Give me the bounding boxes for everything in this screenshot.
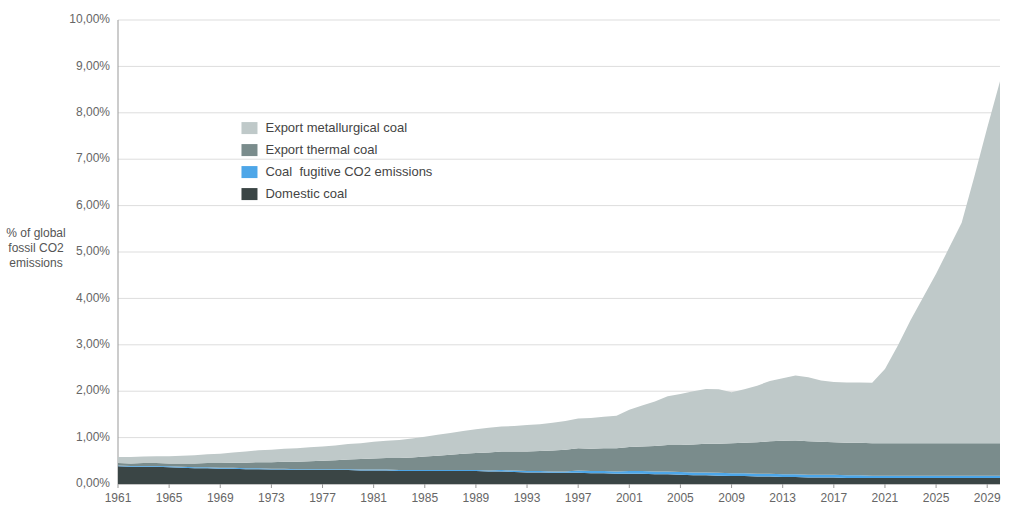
grid (118, 20, 1000, 484)
y-tick-label: 9,00% (76, 59, 110, 73)
x-tick (322, 484, 323, 488)
chart-svg: 0,00% 1,00% 2,00% 3,00% 4,00% 5,00% 6,00% 7,00%… (0, 0, 1024, 522)
legend-swatch (241, 122, 257, 134)
grid-line (118, 66, 1000, 67)
x-tick (936, 484, 937, 488)
axes: 0,00% 1,00% 2,00% 3,00% 4,00% 5,00% 6,00% 7,00%… (69, 12, 1001, 505)
grid-line (118, 20, 1000, 21)
x-tick (782, 484, 783, 488)
legend: Export metallurgical coal Export thermal … (241, 120, 432, 201)
x-tick-label: 1965 (156, 491, 183, 505)
y-tick-label: 4,00% (76, 291, 110, 305)
grid-line (118, 298, 1000, 299)
grid-line (118, 344, 1000, 345)
legend-label: Coal fugitive CO2 emissions (265, 164, 432, 179)
legend-label: Export metallurgical coal (265, 120, 407, 135)
x-tick (271, 484, 272, 488)
y-axis-label-line: % of global (6, 226, 65, 240)
x-tick-label: 2005 (667, 491, 694, 505)
grid-line (118, 205, 1000, 206)
y-axis-label-line: emissions (9, 256, 62, 270)
x-tick-label: 2017 (820, 491, 847, 505)
x-tick (169, 484, 170, 488)
x-tick-label: 2025 (923, 491, 950, 505)
x-tick-label: 1977 (309, 491, 336, 505)
grid-line (118, 112, 1000, 113)
x-tick-label: 1989 (463, 491, 490, 505)
x-tick-label: 1973 (258, 491, 285, 505)
legend-swatch (241, 144, 257, 156)
x-tick-label: 2001 (616, 491, 643, 505)
x-tick-label: 1993 (514, 491, 541, 505)
x-tick (987, 484, 988, 488)
y-axis-line (118, 20, 119, 484)
x-tick-label: 1985 (411, 491, 438, 505)
y-tick-label: 0,00% (76, 476, 110, 490)
x-tick-label: 2013 (769, 491, 796, 505)
x-tick-label: 2029 (974, 491, 1001, 505)
grid-line (118, 159, 1000, 160)
grid-line (118, 252, 1000, 253)
y-tick-label: 8,00% (76, 105, 110, 119)
y-tick-label: 7,00% (76, 151, 110, 165)
chart-container: 0,00% 1,00% 2,00% 3,00% 4,00% 5,00% 6,00% 7,00%… (0, 0, 1024, 522)
x-tick (475, 484, 476, 488)
x-tick (731, 484, 732, 488)
area (118, 81, 1000, 463)
legend-swatch (241, 188, 257, 200)
x-tick (833, 484, 834, 488)
x-tick-label: 1969 (207, 491, 234, 505)
y-axis-label-line: fossil CO2 (8, 241, 64, 255)
x-tick-label: 1997 (565, 491, 592, 505)
x-tick (424, 484, 425, 488)
x-tick-label: 1981 (360, 491, 387, 505)
x-tick (578, 484, 579, 488)
x-tick (629, 484, 630, 488)
x-tick (373, 484, 374, 488)
y-tick-label: 2,00% (76, 383, 110, 397)
y-tick-label: 6,00% (76, 198, 110, 212)
x-tick (680, 484, 681, 488)
x-tick-label: 2009 (718, 491, 745, 505)
y-tick-label: 1,00% (76, 430, 110, 444)
x-tick (527, 484, 528, 488)
y-tick-label: 3,00% (76, 337, 110, 351)
y-tick-label: 5,00% (76, 244, 110, 258)
x-tick-label: 1961 (105, 491, 132, 505)
plot-area (118, 81, 1000, 484)
x-tick (118, 484, 119, 488)
y-tick-label: 10,00% (69, 12, 110, 26)
legend-label: Domestic coal (265, 186, 347, 201)
y-axis-label: % of globalfossil CO2emissions (6, 226, 65, 270)
legend-label: Export thermal coal (265, 142, 377, 157)
legend-swatch (241, 166, 257, 178)
x-tick-label: 2021 (872, 491, 899, 505)
x-tick (884, 484, 885, 488)
x-tick (220, 484, 221, 488)
